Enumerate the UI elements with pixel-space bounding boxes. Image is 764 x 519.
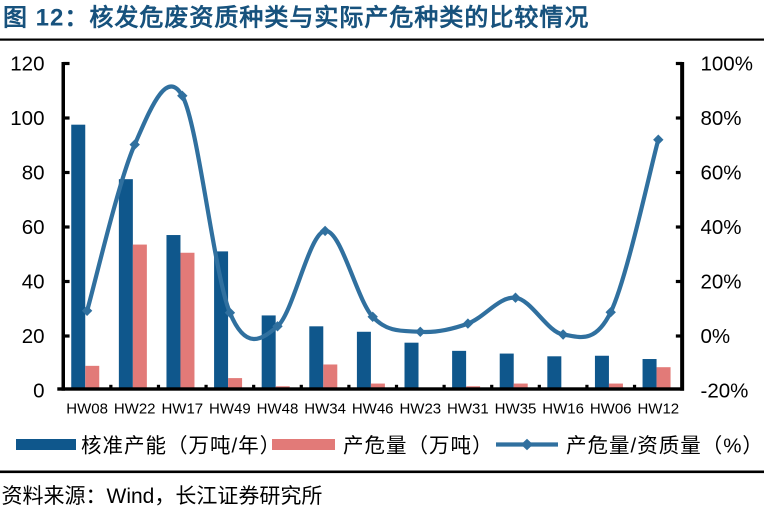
svg-text:HW22: HW22 [114, 401, 156, 418]
svg-text:20%: 20% [701, 270, 742, 293]
svg-text:40: 40 [22, 270, 45, 293]
svg-text:HW34: HW34 [304, 401, 346, 418]
svg-text:0%: 0% [701, 325, 731, 348]
svg-text:0: 0 [33, 379, 44, 402]
svg-text:80%: 80% [701, 107, 742, 130]
svg-text:HW46: HW46 [352, 401, 394, 418]
svg-text:核准产能（万吨/年）: 核准产能（万吨/年） [81, 435, 281, 458]
svg-text:HW17: HW17 [161, 401, 203, 418]
svg-text:100: 100 [10, 107, 44, 130]
svg-text:HW06: HW06 [590, 401, 632, 418]
svg-text:HW48: HW48 [257, 401, 299, 418]
svg-text:-20%: -20% [701, 379, 749, 402]
svg-text:产危量（万吨）: 产危量（万吨） [343, 435, 494, 458]
svg-text:资料来源：Wind，长江证券研究所: 资料来源：Wind，长江证券研究所 [2, 485, 323, 508]
svg-text:HW35: HW35 [495, 401, 537, 418]
svg-text:20: 20 [22, 325, 45, 348]
svg-text:80: 80 [22, 161, 45, 184]
svg-text:产危量/资质量（%）: 产危量/资质量（%） [566, 435, 764, 458]
svg-text:40%: 40% [701, 216, 742, 239]
svg-text:HW49: HW49 [209, 401, 251, 418]
svg-text:HW12: HW12 [637, 401, 679, 418]
svg-text:60: 60 [22, 216, 45, 239]
svg-text:HW08: HW08 [66, 401, 108, 418]
svg-text:120: 120 [10, 52, 44, 75]
svg-text:图 12：核发危废资质种类与实际产危种类的比较情况: 图 12：核发危废资质种类与实际产危种类的比较情况 [3, 4, 589, 32]
svg-text:HW23: HW23 [399, 401, 441, 418]
svg-text:100%: 100% [701, 52, 753, 75]
svg-text:HW16: HW16 [542, 401, 584, 418]
svg-text:HW31: HW31 [447, 401, 489, 418]
svg-text:60%: 60% [701, 161, 742, 184]
